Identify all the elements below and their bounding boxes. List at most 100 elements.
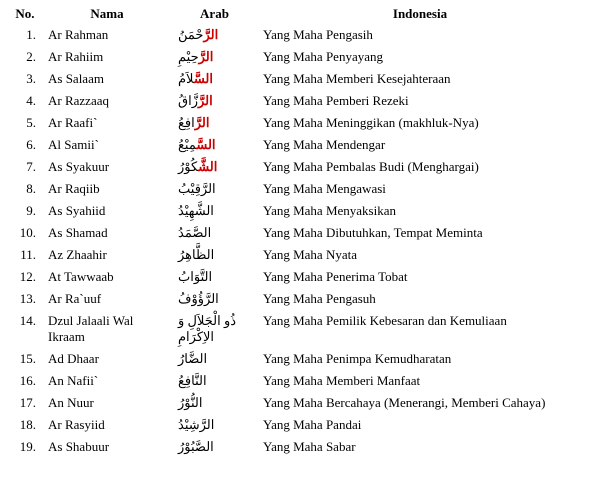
cell-no: 1. (8, 24, 42, 46)
table-row: 3.As SalaamالسَّلاَمُYang Maha Memberi K… (8, 68, 583, 90)
cell-nama: Ar Raqiib (42, 178, 172, 200)
arab-prefix: الرَّ (203, 27, 218, 42)
cell-nama: Dzul Jalaali Wal Ikraam (42, 310, 172, 348)
cell-no: 3. (8, 68, 42, 90)
arab-rest: الرَّشِيْدُ (178, 417, 214, 432)
arab-rest: افِعُ (178, 115, 195, 130)
cell-nama: Ar Rahman (42, 24, 172, 46)
cell-no: 6. (8, 134, 42, 156)
table-row: 6.Al Samii`السَّمِيْعُYang Maha Mendenga… (8, 134, 583, 156)
arab-rest: الرَّقِيْبُ (178, 181, 216, 196)
table-row: 18.Ar RasyiidالرَّشِيْدُYang Maha Pandai (8, 414, 583, 436)
cell-nama: As Shabuur (42, 436, 172, 458)
cell-indo: Yang Maha Memberi Kesejahteraan (257, 68, 583, 90)
cell-arab: التَّوَابُ (172, 266, 257, 288)
cell-indo: Yang Maha Penerima Tobat (257, 266, 583, 288)
cell-indo: Yang Maha Pemberi Rezeki (257, 90, 583, 112)
cell-nama: Al Samii` (42, 134, 172, 156)
table-body: 1.Ar RahmanالرَّحْمَنُYang Maha Pengasih… (8, 24, 583, 458)
table-row: 13.Ar Ra`uufالرَّؤُوْفُYang Maha Pengasu… (8, 288, 583, 310)
cell-arab: الرَّحْمَنُ (172, 24, 257, 46)
cell-nama: As Syahiid (42, 200, 172, 222)
cell-indo: Yang Maha Mendengar (257, 134, 583, 156)
table-row: 10.As Shamad الصَّمَدُ Yang Maha Dibutuhka… (8, 222, 583, 244)
arab-rest: كُوْرُ (178, 159, 198, 174)
cell-indo: Yang Maha Bercahaya (Menerangi, Memberi … (257, 392, 583, 414)
header-no: No. (8, 4, 42, 24)
table-row: 14.Dzul Jalaali Wal Ikraamذُو الْجَلاَلِ… (8, 310, 583, 348)
cell-no: 5. (8, 112, 42, 134)
cell-nama: Az Zhaahir (42, 244, 172, 266)
table-row: 4.Ar Razzaaq الرَّزَّاقُ Yang Maha Pemberi… (8, 90, 583, 112)
cell-nama: As Shamad (42, 222, 172, 244)
arab-prefix: السَّ (194, 71, 213, 86)
arab-rest: لاَمُ (178, 71, 194, 86)
table-row: 1.Ar RahmanالرَّحْمَنُYang Maha Pengasih (8, 24, 583, 46)
cell-indo: Yang Maha Pemilik Kebesaran dan Kemuliaa… (257, 310, 583, 348)
cell-indo: Yang Maha Memberi Manfaat (257, 370, 583, 392)
cell-arab: الرَّحِيْمِ (172, 46, 257, 68)
cell-indo: Yang Maha Meninggikan (makhluk-Nya) (257, 112, 583, 134)
cell-nama: As Salaam (42, 68, 172, 90)
cell-nama: An Nafii` (42, 370, 172, 392)
cell-indo: Yang Maha Penimpa Kemudharatan (257, 348, 583, 370)
cell-arab: ذُو الْجَلاَلِ وَ الاِكْرَامِ (172, 310, 257, 348)
cell-no: 11. (8, 244, 42, 266)
cell-nama: Ar Razzaaq (42, 90, 172, 112)
arab-rest: زَّاقُ (178, 93, 198, 108)
cell-indo: Yang Maha Penyayang (257, 46, 583, 68)
cell-arab: الرَّشِيْدُ (172, 414, 257, 436)
header-row: No. Nama Arab Indonesia (8, 4, 583, 24)
arab-rest: مِيْعُ (178, 137, 196, 152)
cell-no: 4. (8, 90, 42, 112)
cell-no: 10. (8, 222, 42, 244)
cell-no: 8. (8, 178, 42, 200)
cell-indo: Yang Maha Mengawasi (257, 178, 583, 200)
cell-nama: Ar Rahiim (42, 46, 172, 68)
names-table: No. Nama Arab Indonesia 1.Ar Rahmanالرَّ… (8, 4, 583, 458)
arab-rest: النَّافِعُ (178, 373, 207, 388)
cell-no: 19. (8, 436, 42, 458)
arab-rest: الرَّؤُوْفُ (178, 291, 219, 306)
cell-arab: الصَّبُوْرُ (172, 436, 257, 458)
cell-arab: الضَّارُ (172, 348, 257, 370)
cell-no: 15. (8, 348, 42, 370)
arab-prefix: الرَّ (198, 93, 213, 108)
cell-arab: الشَّكُوْرُ (172, 156, 257, 178)
cell-indo: Yang Maha Sabar (257, 436, 583, 458)
table-row: 2.Ar RahiimالرَّحِيْمِYang Maha Penyayan… (8, 46, 583, 68)
table-row: 16.An Nafii`النَّافِعُYang Maha Memberi … (8, 370, 583, 392)
cell-indo: Yang Maha Dibutuhkan, Tempat Meminta (257, 222, 583, 244)
cell-indo: Yang Maha Nyata (257, 244, 583, 266)
cell-nama: Ar Rasyiid (42, 414, 172, 436)
cell-indo: Yang Maha Pengasih (257, 24, 583, 46)
cell-no: 2. (8, 46, 42, 68)
table-row: 5.Ar Raafi`الرَّافِعُYang Maha Meninggik… (8, 112, 583, 134)
table-row: 11.Az ZhaahirالظَّاهِرُYang Maha Nyata (8, 244, 583, 266)
cell-no: 12. (8, 266, 42, 288)
cell-no: 18. (8, 414, 42, 436)
arab-prefix: الشَّ (198, 159, 217, 174)
cell-nama: Ad Dhaar (42, 348, 172, 370)
cell-arab: الشَّهِيْدُ (172, 200, 257, 222)
cell-nama: An Nuur (42, 392, 172, 414)
cell-arab: الصَّمَدُ (172, 222, 257, 244)
cell-nama: Ar Raafi` (42, 112, 172, 134)
cell-arab: السَّلاَمُ (172, 68, 257, 90)
arab-prefix: السَّ (196, 137, 215, 152)
cell-indo: Yang Maha Menyaksikan (257, 200, 583, 222)
cell-no: 13. (8, 288, 42, 310)
cell-indo: Yang Maha Pengasuh (257, 288, 583, 310)
cell-arab: الرَّؤُوْفُ (172, 288, 257, 310)
cell-no: 9. (8, 200, 42, 222)
arab-rest: الصَّمَدُ (178, 225, 211, 240)
cell-arab: السَّمِيْعُ (172, 134, 257, 156)
cell-arab: الرَّافِعُ (172, 112, 257, 134)
cell-nama: At Tawwaab (42, 266, 172, 288)
arab-rest: ذُو الْجَلاَلِ وَ الاِكْرَامِ (178, 313, 236, 344)
table-row: 17.An NuurالنُّوْرُYang Maha Bercahaya (… (8, 392, 583, 414)
arab-rest: التَّوَابُ (178, 269, 212, 284)
table-row: 15.Ad DhaarالضَّارُYang Maha Penimpa Kem… (8, 348, 583, 370)
table-row: 7.As SyakuurالشَّكُوْرُYang Maha Pembala… (8, 156, 583, 178)
table-row: 19.As ShabuurالصَّبُوْرُYang Maha Sabar (8, 436, 583, 458)
